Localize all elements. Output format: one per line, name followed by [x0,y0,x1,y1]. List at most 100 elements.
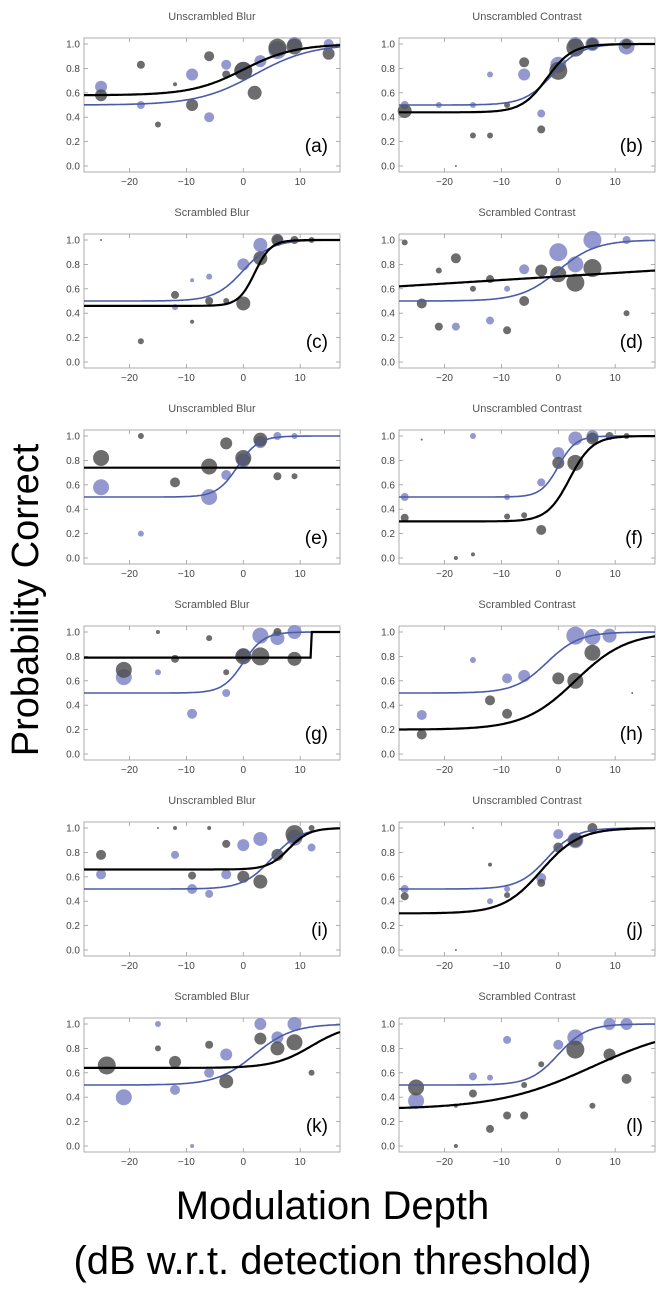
blue-data-point [549,243,567,261]
x-tick-label: 10 [610,373,622,384]
x-tick-label: 0 [556,177,562,188]
y-tick-label: 0.0 [66,162,80,173]
black-data-point [521,1082,527,1088]
black-data-point [417,298,427,308]
y-tick-label: 0.8 [66,456,80,467]
y-tick-label: 1.0 [66,432,80,443]
blue-data-point [470,433,476,439]
y-tick-label: 0.8 [66,260,80,271]
y-tick-label: 1.0 [66,628,80,639]
panel-h: Scrambled Contrast0.00.20.40.60.81.0−20−… [381,599,655,776]
y-tick-label: 0.0 [66,1142,80,1153]
x-tick-label: 0 [241,569,247,580]
black-data-point [173,82,177,86]
x-tick-label: −20 [436,373,453,384]
x-tick-label: 10 [610,1157,622,1168]
y-tick-label: 0.8 [381,652,395,663]
blue-data-point [186,69,198,81]
y-tick-label: 0.0 [66,750,80,761]
black-data-point [624,310,630,316]
y-tick-label: 0.0 [66,358,80,369]
black-data-point [455,949,457,951]
black-data-point [116,662,132,678]
black-data-point [436,268,442,274]
x-tick-label: 10 [295,373,307,384]
black-data-point [170,477,180,487]
panel-f: Unscrambled Contrast0.00.20.40.60.81.0−2… [381,403,655,580]
black-data-point [503,1112,511,1120]
black-data-point [155,1045,161,1051]
y-tick-label: 0.2 [381,529,395,540]
y-tick-label: 0.2 [66,725,80,736]
blue-data-point [487,898,493,904]
blue-data-point [187,709,197,719]
blue-data-point [237,839,249,851]
y-tick-label: 0.0 [381,162,395,173]
black-data-point [201,459,217,475]
black-data-point [186,99,198,111]
x-tick-label: 0 [241,177,247,188]
panel-a: Unscrambled Blur0.00.20.40.60.81.0−20 −10… [66,11,340,188]
panel-l: Scrambled Contrast0.00.20.40.60.81.0−20−… [381,991,655,1168]
panel-title: Scrambled Contrast [478,599,575,611]
black-data-point [584,645,600,661]
x-tick-label: 0 [241,373,247,384]
blue-data-point [472,827,474,829]
y-tick-label: 1.0 [381,40,395,51]
blue-data-point [487,1075,493,1081]
x-tick-label: −20 [121,569,138,580]
y-tick-label: 0.8 [381,64,395,75]
x-tick-label: −10 [493,177,510,188]
black-data-point [205,297,213,305]
blue-fit-curve [84,240,340,301]
y-tick-label: 1.0 [381,432,395,443]
panel-title: Unscrambled Contrast [472,795,581,807]
panel-d: Scrambled Contrast0.00.20.40.60.81.0−20−… [381,207,655,384]
y-tick-label: 0.4 [66,309,80,320]
black-fit-curve [399,1042,655,1108]
blue-data-point [602,629,616,643]
blue-data-point [518,69,530,81]
black-data-point [204,51,214,61]
blue-fit-curve [399,1024,655,1085]
x-tick-label: −10 [493,373,510,384]
black-data-point [503,326,511,334]
blue-data-point [553,1040,563,1050]
x-tick-label: 0 [556,1157,562,1168]
blue-data-point [308,844,316,852]
black-data-point [253,875,267,889]
blue-data-point [504,886,510,892]
y-tick-label: 0.2 [381,1117,395,1128]
black-data-point [138,433,144,439]
blue-data-point [254,1018,266,1030]
black-data-point [190,320,194,324]
y-tick-label: 0.8 [66,652,80,663]
panel-title: Scrambled Contrast [478,991,575,1003]
x-tick-label: 10 [610,177,622,188]
panel-letter: (g) [305,724,328,745]
black-data-point [309,825,315,831]
black-data-point [98,1056,116,1074]
black-data-point [504,892,510,898]
panel-letter: (d) [620,332,643,353]
y-tick-label: 1.0 [66,40,80,51]
black-data-point [455,165,457,167]
blue-data-point [623,236,631,244]
black-data-point [157,827,159,829]
y-tick-label: 1.0 [66,824,80,835]
black-data-point [100,239,102,241]
figure-grid: Unscrambled Blur 0.0 0.2 0.4 0.6 0.8 1.0 −20 −10… [0,0,665,1200]
y-tick-label: 0.4 [381,701,395,712]
black-data-point [401,892,409,900]
y-tick-label: 0.4 [66,113,80,124]
x-tick-label: 0 [556,765,562,776]
y-tick-label: 0.6 [381,88,395,99]
blue-data-point [155,669,161,675]
black-data-point [521,512,527,518]
panel-title: Unscrambled Blur [168,403,256,415]
blue-data-point [205,890,213,898]
blue-data-point [220,1049,232,1061]
x-tick-label: −20 [436,961,453,972]
y-tick-label: 0.6 [381,676,395,687]
black-data-point [222,840,230,848]
